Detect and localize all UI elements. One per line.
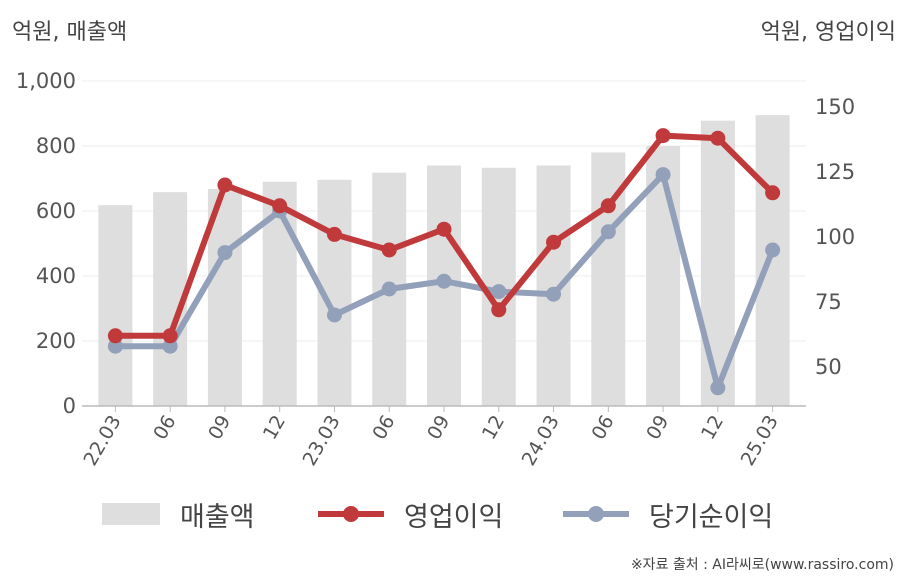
right-tick-label: 75	[815, 290, 842, 314]
left-tick-label: 200	[36, 329, 76, 353]
series-point	[655, 128, 671, 144]
sales-bar	[207, 188, 242, 406]
x-tick-label: 22.03	[79, 412, 125, 470]
chart-canvas: 0 200 400 600 800 1,000 50 75 100 125 150 22.03 06 09…	[16, 69, 855, 470]
series-point	[436, 273, 452, 289]
x-tick-label: 09	[642, 412, 673, 444]
source-note: ※자료 출처 : AI라씨로(www.rassiro.com)	[630, 557, 894, 573]
series-point	[217, 245, 233, 261]
series-point	[710, 380, 726, 396]
legend-item-sales: 매출액	[102, 492, 255, 536]
series-point	[600, 224, 616, 240]
right-tick-label: 100	[815, 225, 855, 249]
x-tick-label: 24.03	[518, 412, 564, 470]
series-point	[217, 177, 233, 193]
sales-bar	[98, 205, 133, 406]
series-point	[710, 130, 726, 146]
left-tick-label: 800	[36, 134, 76, 158]
series-point	[162, 338, 178, 354]
sales-bar	[536, 165, 571, 406]
legend: 매출액 영업이익 당기순이익	[0, 492, 908, 536]
series-point	[436, 221, 452, 237]
series-point	[381, 281, 397, 297]
right-tick-label: 125	[815, 160, 855, 184]
x-tick-label: 23.03	[299, 412, 345, 470]
series-point	[162, 328, 178, 344]
series-point	[326, 226, 342, 242]
series-point	[107, 338, 123, 354]
legend-swatch-net-income	[563, 503, 629, 525]
legend-swatch-operating-profit	[318, 503, 384, 525]
legend-label-operating-profit: 영업이익	[404, 501, 504, 533]
right-axis-unit: 억원, 영업이익	[760, 20, 896, 45]
legend-label-net-income: 당기순이익	[649, 501, 774, 533]
series-point	[326, 307, 342, 323]
left-tick-label: 400	[36, 264, 76, 288]
left-tick-label: 0	[63, 394, 76, 418]
left-tick-label: 1,000	[16, 69, 76, 93]
series-point	[600, 198, 616, 214]
right-tick-label: 150	[815, 95, 855, 119]
x-tick-label: 06	[368, 412, 399, 444]
x-tick-label: 06	[587, 412, 618, 444]
series-point	[491, 302, 507, 318]
right-tick-label: 50	[815, 355, 842, 379]
x-tick-label: 12	[478, 412, 509, 444]
series-point	[491, 284, 507, 300]
legend-label-sales: 매출액	[180, 501, 255, 533]
legend-item-operating-profit: 영업이익	[318, 492, 503, 536]
profit-lines	[107, 128, 781, 396]
legend-swatch-sales	[102, 503, 160, 525]
series-point	[546, 286, 562, 302]
x-tick-label: 12	[697, 412, 728, 444]
series-point	[107, 328, 123, 344]
left-axis-unit: 억원, 매출액	[12, 20, 128, 45]
series-point	[765, 242, 781, 258]
series-point	[655, 167, 671, 183]
x-tick-label: 09	[423, 412, 454, 444]
series-point	[381, 242, 397, 258]
series-point	[272, 198, 288, 214]
sales-bar	[755, 115, 790, 406]
left-tick-label: 600	[36, 199, 76, 223]
series-point	[765, 185, 781, 201]
legend-item-net-income: 당기순이익	[563, 492, 773, 536]
series-point	[546, 234, 562, 250]
x-tick-label: 06	[149, 412, 180, 444]
x-tick-label: 25.03	[737, 412, 783, 470]
x-tick-label: 12	[259, 412, 290, 444]
x-tick-label: 09	[204, 412, 235, 444]
axes	[82, 405, 806, 412]
